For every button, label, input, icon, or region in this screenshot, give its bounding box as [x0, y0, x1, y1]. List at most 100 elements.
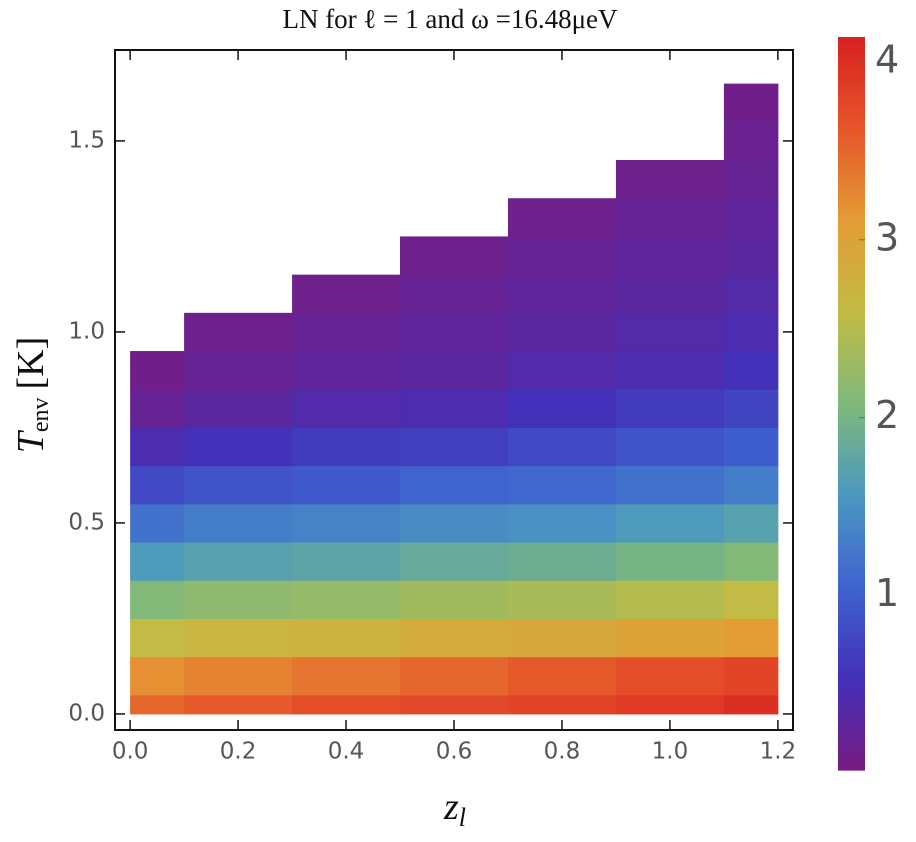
x-tick-label: 0.6: [436, 739, 473, 765]
x-axis-label: zl: [443, 786, 466, 832]
heatmap-cell: [130, 427, 185, 467]
colorbar-segment: [838, 354, 865, 362]
colorbar-segment: [838, 366, 865, 374]
heatmap-cell: [130, 618, 185, 658]
heatmap-cell: [400, 312, 509, 352]
heatmap-cell: [615, 580, 725, 619]
y-label-subscript: env: [28, 397, 54, 432]
colorbar-segment: [838, 434, 865, 441]
colorbar-segment: [838, 409, 865, 417]
heatmap-cell: [400, 427, 509, 467]
colorbar-segment: [838, 146, 865, 154]
colorbar-segment: [838, 757, 865, 765]
heatmap-cells: [130, 83, 779, 715]
colorbar-segment: [838, 672, 865, 679]
heatmap-cell: [400, 618, 509, 658]
heatmap-cell: [184, 351, 293, 390]
colorbar-segment: [838, 67, 865, 75]
chart-title: LN for ℓ = 1 and ω =16.48μeV: [282, 4, 618, 34]
colorbar-segment: [838, 91, 865, 99]
colorbar-segment: [838, 660, 865, 667]
colorbar-segment: [838, 293, 865, 301]
heatmap-cell: [507, 236, 617, 276]
heatmap-cell: [615, 542, 725, 581]
x-tick-label: 0.4: [328, 739, 365, 765]
heatmap-cell: [723, 198, 779, 237]
heatmap-cell: [507, 427, 617, 467]
colorbar-segment: [838, 708, 865, 716]
colorbar-segment: [838, 592, 865, 600]
colorbar-segment: [838, 543, 865, 551]
colorbar-segment: [838, 489, 865, 496]
x-tick-label: 0.2: [220, 739, 257, 765]
heatmap-cell: [184, 694, 293, 715]
x-label-subscript: l: [459, 803, 466, 832]
heatmap-cell: [507, 656, 617, 696]
heatmap-cell: [615, 503, 725, 543]
colorbar-segment: [838, 574, 865, 582]
heatmap-cell: [723, 542, 779, 581]
colorbar-segment: [838, 269, 865, 276]
heatmap-cell: [507, 694, 617, 715]
x-label-symbol: z: [443, 786, 459, 828]
heatmap-cell: [615, 236, 725, 276]
heatmap-cell: [130, 656, 185, 696]
heatmap-cell: [184, 389, 293, 428]
heatmap-cell: [723, 618, 779, 658]
x-tick-label: 0.8: [544, 739, 581, 765]
colorbar-segment: [838, 232, 865, 240]
heatmap-cell: [507, 618, 617, 658]
heatmap-cell: [292, 618, 401, 658]
colorbar-segment: [838, 311, 865, 319]
heatmap-cell: [615, 198, 725, 237]
colorbar-segment: [838, 470, 865, 478]
y-label-symbol: T: [10, 429, 52, 453]
colorbar-segment: [838, 519, 865, 527]
colorbar-segment: [838, 715, 865, 722]
colorbar-segment: [838, 696, 865, 704]
colorbar-segment: [838, 702, 865, 710]
colorbar-segment: [838, 739, 865, 747]
colorbar-segment: [838, 342, 865, 350]
colorbar-segment: [838, 49, 865, 56]
colorbar-segment: [838, 116, 865, 124]
heatmap-cell: [723, 389, 779, 428]
colorbar-tick-label: 1: [875, 571, 899, 615]
colorbar-segment: [838, 79, 865, 87]
heatmap-cell: [615, 427, 725, 467]
colorbar-segment: [838, 85, 865, 93]
colorbar-segment: [838, 501, 865, 508]
y-tick-label: 1.0: [68, 318, 105, 344]
colorbar-segment: [838, 336, 865, 344]
colorbar-segment: [838, 165, 865, 172]
colorbar-segment: [838, 525, 865, 533]
heatmap-cell: [723, 121, 779, 161]
heatmap-cell: [400, 694, 509, 715]
heatmap-cell: [723, 580, 779, 619]
colorbar-segment: [838, 37, 865, 44]
colorbar-segment: [838, 379, 865, 386]
colorbar-segment: [838, 360, 865, 368]
heatmap-cell: [400, 656, 509, 696]
heatmap-cell: [130, 580, 185, 619]
colorbar-segment: [838, 61, 865, 69]
colorbar-segment: [838, 201, 865, 209]
heatmap-cell: [723, 656, 779, 696]
heatmap-cell: [507, 274, 617, 314]
colorbar-segment: [838, 537, 865, 545]
heatmap-cell: [400, 389, 509, 428]
heatmap-cell: [615, 312, 725, 352]
colorbar-segment: [838, 263, 865, 270]
y-tick-label: 1.5: [68, 127, 105, 153]
colorbar-segment: [838, 598, 865, 606]
x-tick-label: 0.0: [112, 739, 149, 765]
colorbar-segment: [838, 73, 865, 81]
heatmap-cell: [723, 465, 779, 505]
colorbar-tick-label: 3: [875, 215, 899, 259]
colorbar-segment: [838, 403, 865, 411]
heatmap-cell: [723, 427, 779, 467]
colorbar-segment: [838, 562, 865, 570]
colorbar-segment: [838, 446, 865, 453]
heatmap-cell: [507, 503, 617, 543]
colorbar-segment: [838, 55, 865, 63]
